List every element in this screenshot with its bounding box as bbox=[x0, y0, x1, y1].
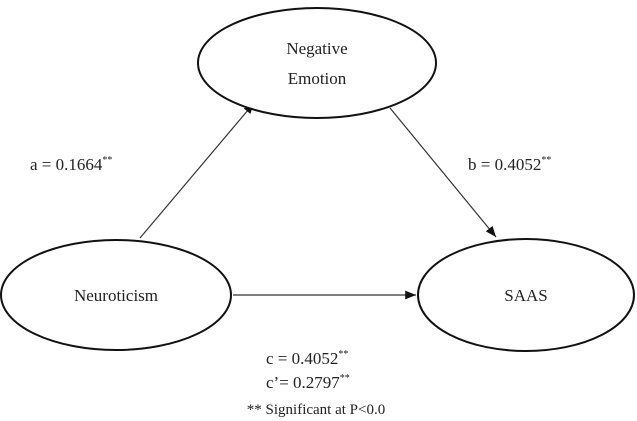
node-label: Emotion bbox=[288, 69, 347, 88]
arrow-b bbox=[389, 107, 497, 238]
path-coef: c’= 0.2797 bbox=[266, 373, 340, 392]
node-label: SAAS bbox=[504, 286, 547, 305]
significance: ** bbox=[338, 349, 348, 360]
arrow-a bbox=[139, 102, 255, 239]
path-coef: a = 0.1664 bbox=[30, 155, 103, 174]
significance: ** bbox=[541, 155, 551, 166]
path-coef: c = 0.4052 bbox=[266, 349, 338, 368]
node-label: Negative bbox=[286, 39, 347, 58]
significance: ** bbox=[102, 155, 112, 166]
node-label: Neuroticism bbox=[74, 286, 158, 305]
path-label: a = 0.1664** bbox=[30, 155, 112, 174]
node-ellipse bbox=[197, 7, 437, 119]
significance: ** bbox=[340, 373, 350, 384]
node-ellipse bbox=[417, 238, 635, 352]
footnote: ** Significant at P<0.0 bbox=[247, 402, 385, 418]
path-coef: b = 0.4052 bbox=[468, 155, 541, 174]
path-label: c = 0.4052** bbox=[266, 349, 348, 368]
path-label: b = 0.4052** bbox=[468, 155, 551, 174]
node-ellipse bbox=[0, 239, 232, 351]
path-label: c’= 0.2797** bbox=[266, 373, 350, 392]
